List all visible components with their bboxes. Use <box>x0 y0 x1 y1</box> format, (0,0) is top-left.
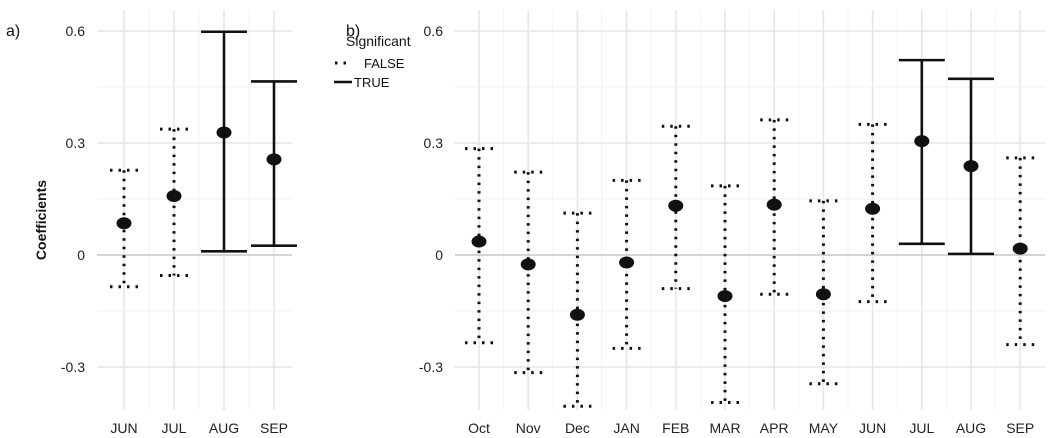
x-tick-label: JUN <box>859 420 886 436</box>
error-bar <box>612 178 641 350</box>
estimate-point <box>1012 242 1028 255</box>
x-tick-label: APR <box>760 420 789 436</box>
error-bar <box>110 168 138 289</box>
y-tick-label: -0.3 <box>61 359 85 375</box>
estimate-point <box>865 202 881 215</box>
estimate-point <box>216 126 232 139</box>
y-tick-label: 0 <box>435 247 443 263</box>
y-tick-label: 0.3 <box>424 135 444 151</box>
error-bar <box>661 124 690 291</box>
legend-label-false: FALSE <box>364 56 405 71</box>
estimate-point <box>569 308 585 321</box>
estimate-point <box>963 160 979 173</box>
estimate-point <box>766 198 782 211</box>
error-bar <box>201 30 247 253</box>
grid <box>455 10 1045 410</box>
x-tick-label: Oct <box>468 420 490 436</box>
estimate-point <box>166 190 182 203</box>
estimate-point <box>471 235 487 248</box>
error-bar <box>465 147 493 345</box>
error-bar <box>898 58 945 246</box>
x-tick-label: SEP <box>260 420 288 436</box>
estimate-point <box>266 153 282 166</box>
x-tick-label: FEB <box>662 420 689 436</box>
y-tick-label: 0 <box>77 247 85 263</box>
x-tick-label: AUG <box>956 420 986 436</box>
panel-label: a) <box>6 23 20 40</box>
y-tick-label: -0.3 <box>419 359 443 375</box>
error-bar <box>711 184 739 404</box>
panel-a: -0.3 0 0.3 0.6 JUN JUL AUG SEP a) Coefficients <box>6 10 297 436</box>
estimate-point <box>668 199 684 212</box>
estimate-point <box>717 290 733 303</box>
x-tick-label: JUL <box>909 420 934 436</box>
legend-title: Significant <box>346 33 411 49</box>
x-tick-label: JUN <box>110 420 137 436</box>
estimate-point <box>619 256 635 269</box>
estimate-point <box>116 217 132 230</box>
y-axis-title: Coefficients <box>33 180 49 260</box>
x-tick-label: JUL <box>162 420 187 436</box>
y-tick-label: 0.3 <box>66 135 86 151</box>
x-tick-label: AUG <box>209 420 239 436</box>
x-tick-label: MAY <box>809 420 839 436</box>
x-tick-label: JAN <box>613 420 639 436</box>
x-tick-label: SEP <box>1006 420 1034 436</box>
panel-label: b) <box>346 23 360 40</box>
y-tick-label: 0.6 <box>66 23 86 39</box>
estimate-point <box>914 135 930 148</box>
legend: Significant FALSE TRUE <box>334 33 411 90</box>
x-tick-label: Nov <box>516 420 541 436</box>
grid <box>97 10 292 410</box>
legend-label-true: TRUE <box>354 75 390 90</box>
x-tick-label: Dec <box>565 420 590 436</box>
x-tick-label: MAR <box>709 420 740 436</box>
panel-b: -0.3 0 0.3 0.6 Oct Nov Dec JAN FEB MAR APR MAY JUN JU… <box>346 10 1045 436</box>
y-tick-label: 0.6 <box>424 23 444 39</box>
estimate-point <box>520 258 536 271</box>
estimate-point <box>815 288 831 301</box>
